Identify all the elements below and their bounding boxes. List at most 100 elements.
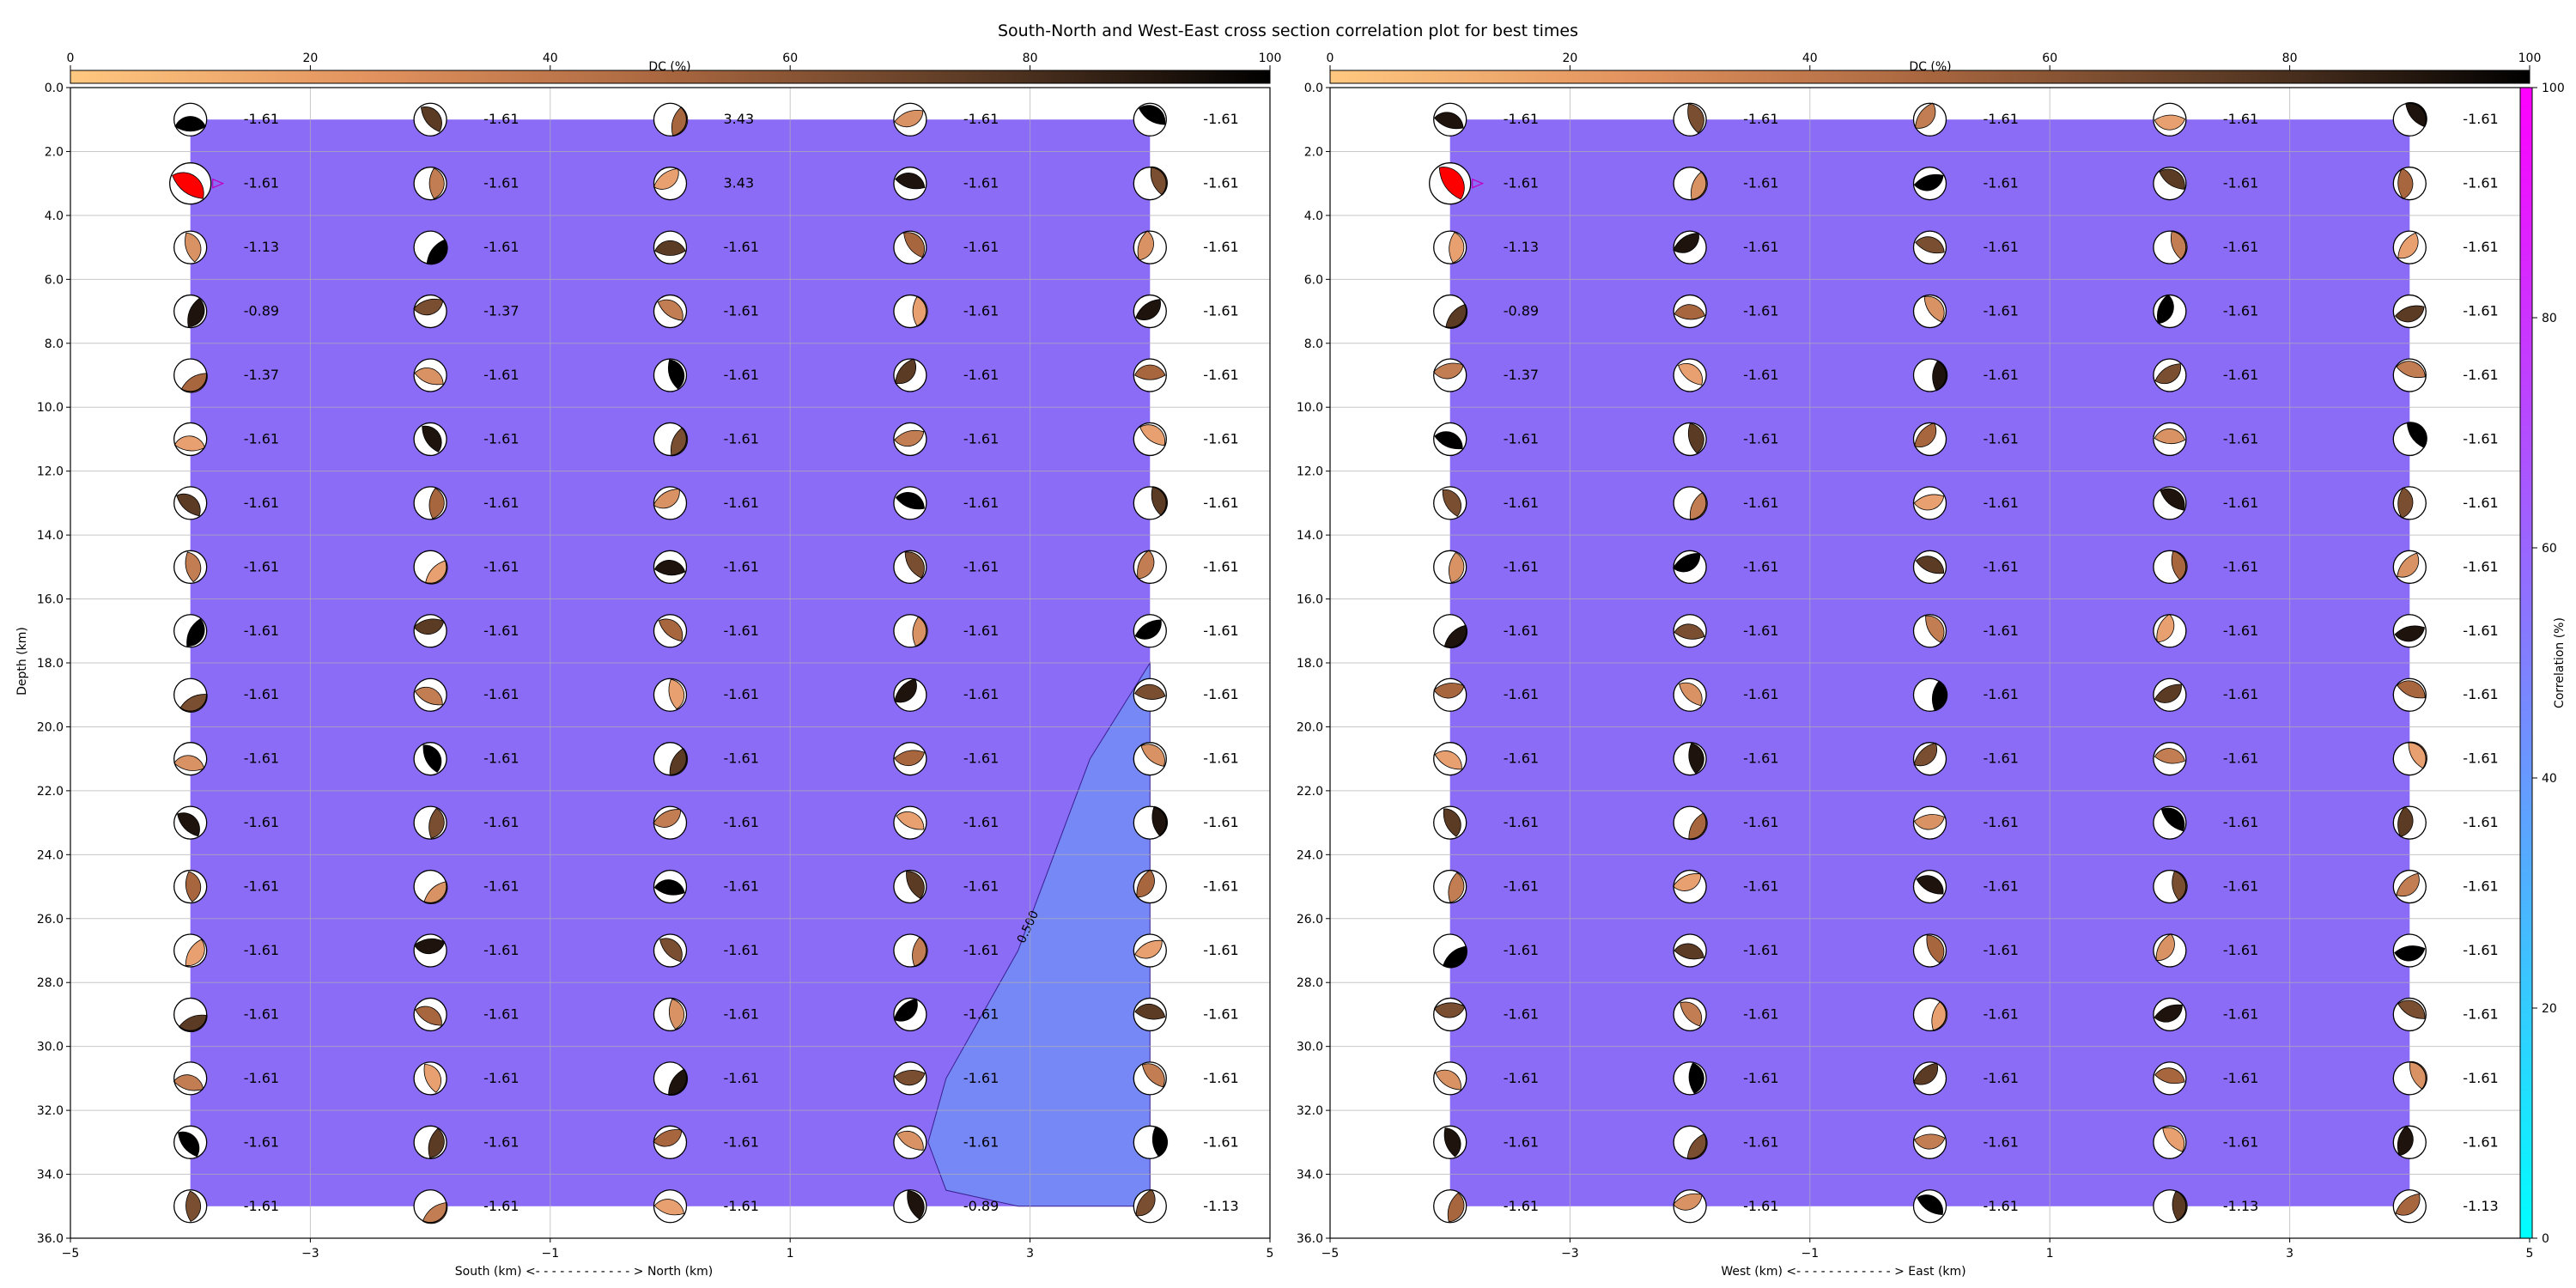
x-tick-label: 1 — [2046, 1247, 2054, 1261]
beachball — [1673, 997, 1707, 1032]
point-label: -1.61 — [1504, 175, 1539, 191]
beachball — [1673, 742, 1707, 776]
point-label: -1.61 — [1203, 495, 1238, 511]
beachball — [1673, 1189, 1707, 1224]
beachball — [413, 677, 447, 712]
point-label: -1.61 — [963, 878, 999, 895]
beachball — [2153, 230, 2188, 264]
point-label: -1.61 — [483, 367, 519, 383]
beachball — [173, 1189, 208, 1224]
point-label: -1.61 — [1984, 1133, 2019, 1150]
point-label: -1.61 — [1743, 942, 1778, 958]
point-label: -1.13 — [2463, 1198, 2498, 1214]
point-label: -1.61 — [1984, 239, 2019, 255]
point-label: -1.61 — [724, 367, 759, 383]
point-label: -1.61 — [1504, 623, 1539, 639]
point-label: -1.13 — [1504, 239, 1539, 255]
point-label: -1.61 — [1984, 750, 2019, 767]
x-tick-label: −3 — [301, 1247, 319, 1261]
point-label: -1.61 — [1504, 750, 1539, 767]
point-label: -1.61 — [483, 239, 519, 255]
beachball — [893, 486, 927, 520]
beachball — [413, 933, 447, 968]
beachball — [653, 167, 688, 201]
point-label: -1.61 — [724, 750, 759, 767]
point-label: -1.61 — [1984, 495, 2019, 511]
beachball — [413, 358, 447, 392]
point-label: -1.61 — [963, 239, 999, 255]
point-label: -1.61 — [483, 878, 519, 895]
x-tick-label: −5 — [1321, 1247, 1340, 1261]
beachball — [2153, 677, 2187, 712]
beachball — [413, 486, 447, 520]
beachball — [1433, 230, 1467, 264]
beachball — [1133, 677, 1167, 712]
point-label: -1.61 — [483, 942, 519, 958]
beachball — [653, 677, 688, 712]
beachball — [2392, 101, 2427, 137]
point-label: -1.61 — [724, 814, 759, 830]
point-label: -1.61 — [244, 495, 279, 511]
point-label: -1.61 — [1743, 878, 1778, 895]
beachball — [653, 358, 688, 392]
point-label: -1.61 — [1203, 239, 1238, 255]
beachball — [2153, 358, 2187, 392]
point-label: -1.61 — [1743, 175, 1778, 191]
point-label: -1.61 — [2223, 495, 2258, 511]
y-tick-label: 22.0 — [1297, 785, 1323, 799]
beachball — [173, 1125, 208, 1159]
beachball — [173, 869, 208, 904]
dc-tick-label: 80 — [1023, 52, 1038, 65]
y-tick-label: 14.0 — [37, 529, 64, 543]
point-label: -1.61 — [724, 1133, 759, 1150]
x-tick-label: 3 — [1026, 1247, 1034, 1261]
beachball — [1912, 933, 1947, 968]
point-label: -1.61 — [2223, 430, 2258, 447]
beachball — [1912, 1125, 1947, 1159]
y-tick-label: 24.0 — [37, 848, 64, 862]
point-label: -1.61 — [2223, 1070, 2258, 1086]
point-label: -1.61 — [244, 430, 279, 447]
beachball — [2392, 614, 2427, 648]
figure-title: South-North and West-East cross section … — [998, 21, 1578, 40]
y-tick-label: 20.0 — [1297, 720, 1323, 734]
beachball — [1433, 1125, 1467, 1159]
beachball — [1912, 486, 1947, 520]
y-tick-label: 30.0 — [37, 1041, 64, 1054]
contour-region — [927, 661, 1151, 1207]
point-label: -1.61 — [244, 1005, 279, 1022]
beachball — [173, 677, 208, 713]
point-label: -1.61 — [1984, 878, 2019, 895]
y-tick-label: 32.0 — [37, 1104, 64, 1118]
point-label: -1.37 — [244, 367, 279, 383]
point-label: -1.61 — [724, 623, 759, 639]
correlation-tick-label: 0 — [2542, 1232, 2549, 1246]
beachball — [893, 167, 927, 201]
point-label: -1.61 — [2463, 367, 2498, 383]
beachball — [2153, 869, 2188, 904]
beachball — [173, 742, 208, 776]
point-label: -1.61 — [724, 1005, 759, 1022]
point-label: -1.61 — [483, 1070, 519, 1086]
dc-tick-label: 60 — [782, 52, 798, 65]
beachball — [893, 742, 927, 776]
x-tick-label: 5 — [2526, 1247, 2534, 1261]
point-label: -1.61 — [963, 367, 999, 383]
point-label: -1.61 — [2463, 623, 2498, 639]
point-label: -1.61 — [2223, 367, 2258, 383]
beachball — [1912, 869, 1947, 904]
beachball — [1912, 614, 1947, 648]
dc-tick-label: 20 — [302, 52, 318, 65]
y-tick-label: 20.0 — [37, 720, 64, 734]
beachball — [2392, 167, 2427, 201]
beachball — [1133, 805, 1168, 840]
x-axis-label: West (km) <- - - - - - - - - - - - > Eas… — [1721, 1265, 1965, 1279]
point-label: -1.61 — [483, 1198, 519, 1214]
dc-colorbar-label: DC (%) — [648, 60, 690, 74]
beachball — [1133, 486, 1169, 520]
beachball — [2392, 1189, 2427, 1224]
y-tick-label: 4.0 — [45, 210, 64, 223]
beachball — [653, 869, 688, 904]
point-label: -1.61 — [244, 878, 279, 895]
beachball — [1912, 102, 1947, 137]
